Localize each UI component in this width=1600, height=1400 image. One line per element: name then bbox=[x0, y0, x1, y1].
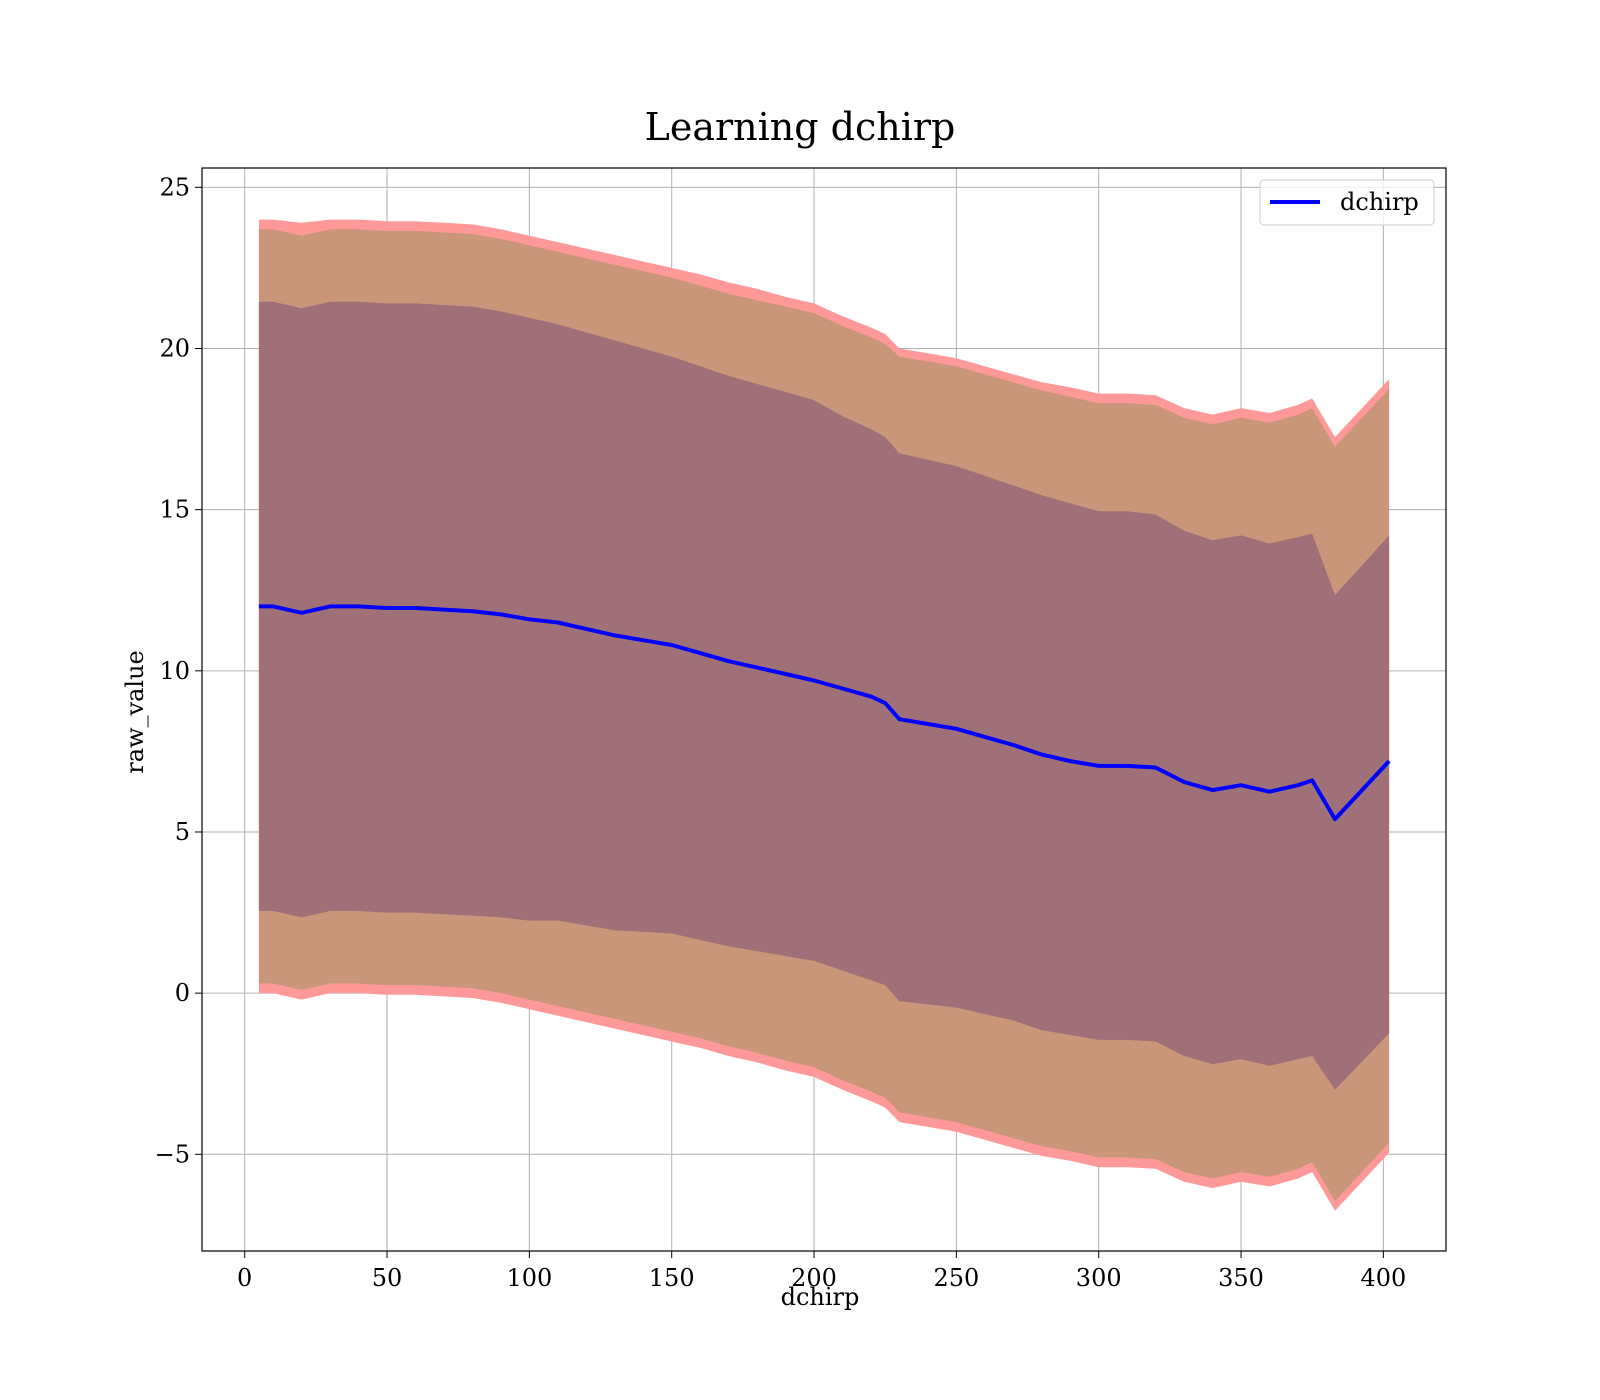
x-axis-label: dchirp bbox=[781, 1283, 860, 1311]
x-tick-label: 100 bbox=[506, 1264, 552, 1292]
legend-label-dchirp: dchirp bbox=[1340, 188, 1419, 216]
bands bbox=[258, 219, 1390, 1211]
x-tick-label: 200 bbox=[791, 1264, 837, 1292]
y-axis-label: raw_value bbox=[121, 650, 149, 774]
y-tick-label: 0 bbox=[175, 979, 190, 1007]
axes bbox=[195, 167, 1447, 1258]
x-tick-label: 400 bbox=[1360, 1264, 1406, 1292]
mean-line-layer bbox=[258, 604, 1391, 822]
x-tick-label: 0 bbox=[237, 1264, 252, 1292]
y-tick-label: −5 bbox=[155, 1140, 190, 1168]
x-tick-label: 250 bbox=[933, 1264, 979, 1292]
chart-title: Learning dchirp bbox=[645, 105, 956, 149]
legend: dchirp bbox=[1259, 179, 1435, 226]
y-tick-label: 15 bbox=[159, 496, 190, 524]
mean-line-dchirp bbox=[258, 604, 1391, 822]
x-tick-label: 300 bbox=[1076, 1264, 1122, 1292]
tick-labels: 0 50 100 150 200 250 300 350 400 −5 0 5 10 15 20 25 bbox=[155, 173, 1407, 1292]
y-tick-label: 5 bbox=[175, 818, 190, 846]
plot-frame bbox=[201, 167, 1447, 1252]
y-tick-label: 20 bbox=[159, 335, 190, 363]
x-tick-label: 350 bbox=[1218, 1264, 1264, 1292]
x-tick-label: 50 bbox=[372, 1264, 403, 1292]
legend-box bbox=[1259, 179, 1435, 226]
x-tick-label: 150 bbox=[649, 1264, 695, 1292]
y-tick-label: 25 bbox=[159, 173, 190, 201]
y-tick-label: 10 bbox=[159, 657, 190, 685]
band-inner bbox=[258, 301, 1390, 1090]
